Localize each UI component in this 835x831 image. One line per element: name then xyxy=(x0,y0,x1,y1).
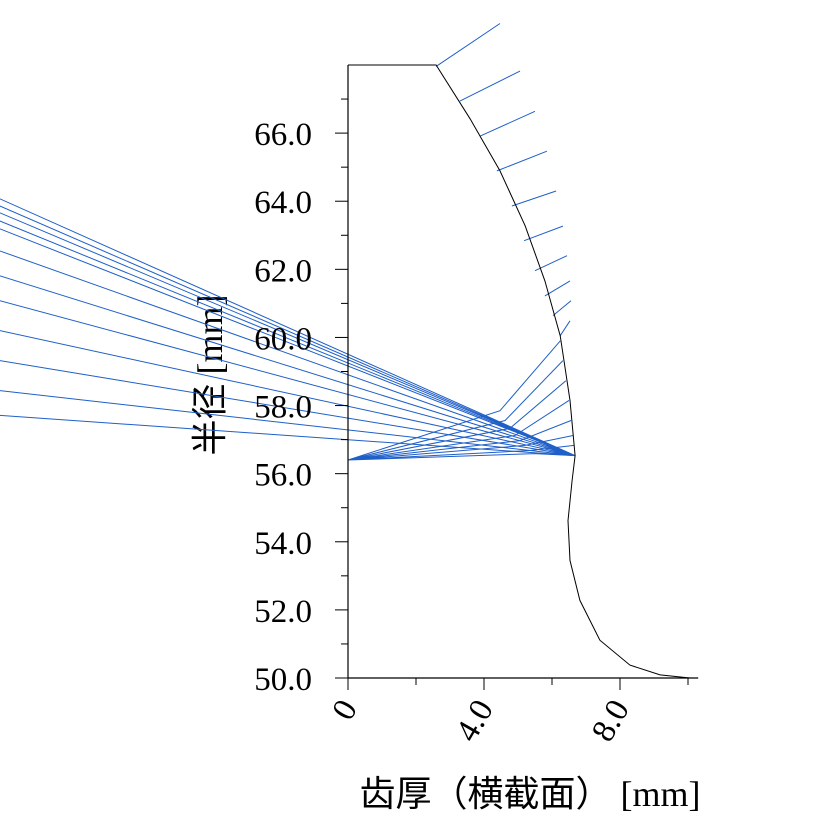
x-tick-label: 8.0 xyxy=(585,694,637,748)
y-tick-label: 60.0 xyxy=(254,321,312,357)
y-tick-label: 50.0 xyxy=(254,662,312,698)
y-tick-label: 58.0 xyxy=(254,390,312,426)
y-tick-label: 64.0 xyxy=(254,185,312,221)
x-tick-label: 4.0 xyxy=(449,694,501,748)
series-line xyxy=(0,198,576,457)
y-tick-label: 56.0 xyxy=(254,458,312,494)
x-tick-label: 0 xyxy=(326,694,365,726)
y-tick-label: 54.0 xyxy=(254,526,312,562)
y-tick-label: 66.0 xyxy=(254,117,312,153)
series-line xyxy=(348,64,691,679)
series-line xyxy=(435,23,572,336)
x-axis-label: 齿厚（横截面） [mm] xyxy=(360,774,701,814)
y-tick-label: 62.0 xyxy=(254,253,312,289)
y-tick-label: 52.0 xyxy=(254,594,312,630)
